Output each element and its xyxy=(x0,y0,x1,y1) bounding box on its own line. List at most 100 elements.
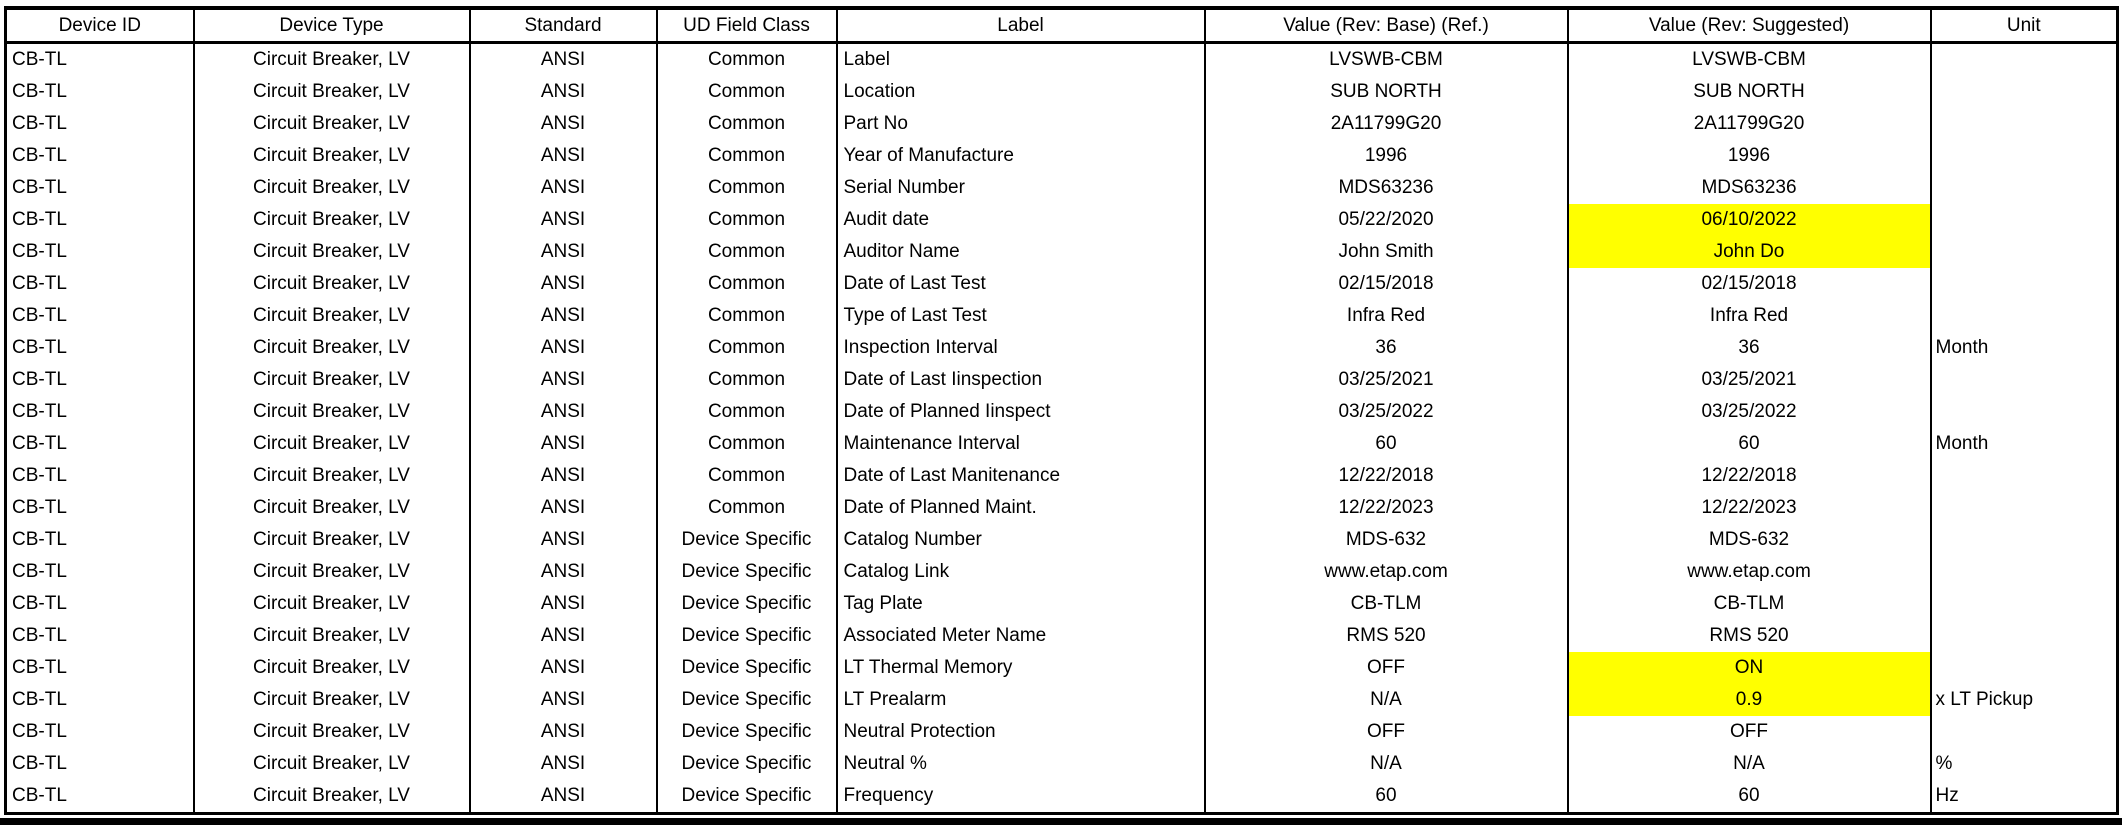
cell-ud-field-class: Device Specific xyxy=(655,588,838,620)
cell-device-type: Circuit Breaker, LV xyxy=(192,268,471,300)
col-header-device-id: Device ID xyxy=(4,8,195,44)
cell-value-base: N/A xyxy=(1203,684,1569,716)
col-header-label: Label xyxy=(835,8,1206,44)
cell-device-id: CB-TL xyxy=(4,492,195,524)
cell-unit xyxy=(1929,652,2119,684)
cell-label: Date of Planned Iinspect xyxy=(835,396,1206,428)
header-row: Device ID Device Type Standard UD Field … xyxy=(4,8,2119,44)
cell-device-id: CB-TL xyxy=(4,716,195,748)
cell-value-base: 05/22/2020 xyxy=(1203,204,1569,236)
cell-value-suggested: MDS-632 xyxy=(1566,524,1932,556)
cell-value-suggested: RMS 520 xyxy=(1566,620,1932,652)
cell-unit: Month xyxy=(1929,332,2119,364)
col-header-value-suggested: Value (Rev: Suggested) xyxy=(1566,8,1932,44)
cell-label: Neutral % xyxy=(835,748,1206,780)
cell-value-suggested: OFF xyxy=(1566,716,1932,748)
cell-ud-field-class: Common xyxy=(655,268,838,300)
cell-ud-field-class: Common xyxy=(655,42,838,76)
cell-ud-field-class: Common xyxy=(655,460,838,492)
cell-value-suggested-highlighted: 0.9 xyxy=(1566,684,1932,716)
cell-label: Catalog Link xyxy=(835,556,1206,588)
cell-ud-field-class: Device Specific xyxy=(655,524,838,556)
cell-unit xyxy=(1929,140,2119,172)
cell-standard: ANSI xyxy=(468,492,658,524)
col-header-device-type: Device Type xyxy=(192,8,471,44)
cell-unit: x LT Pickup xyxy=(1929,684,2119,716)
cell-device-id: CB-TL xyxy=(4,620,195,652)
cell-unit xyxy=(1929,108,2119,140)
table-row: CB-TL Circuit Breaker, LV ANSI Device Speci… xyxy=(4,716,2119,748)
cell-device-id: CB-TL xyxy=(4,524,195,556)
cell-ud-field-class: Common xyxy=(655,76,838,108)
cell-standard: ANSI xyxy=(468,780,658,814)
cell-label: Date of Last Test xyxy=(835,268,1206,300)
cell-standard: ANSI xyxy=(468,108,658,140)
cell-standard: ANSI xyxy=(468,748,658,780)
cell-device-id: CB-TL xyxy=(4,780,195,814)
cell-standard: ANSI xyxy=(468,364,658,396)
cell-ud-field-class: Common xyxy=(655,332,838,364)
cell-value-base: MDS63236 xyxy=(1203,172,1569,204)
cell-unit xyxy=(1929,42,2119,76)
cell-ud-field-class: Common xyxy=(655,300,838,332)
cell-device-id: CB-TL xyxy=(4,140,195,172)
table-row: CB-TL Circuit Breaker, LV ANSI Common Date o… xyxy=(4,492,2119,524)
cell-value-base: 12/22/2023 xyxy=(1203,492,1569,524)
cell-device-type: Circuit Breaker, LV xyxy=(192,396,471,428)
cell-standard: ANSI xyxy=(468,204,658,236)
cell-value-suggested: 36 xyxy=(1566,332,1932,364)
cell-device-type: Circuit Breaker, LV xyxy=(192,652,471,684)
cell-device-type: Circuit Breaker, LV xyxy=(192,748,471,780)
cell-device-id: CB-TL xyxy=(4,652,195,684)
cell-label: Part No xyxy=(835,108,1206,140)
table-row: CB-TL Circuit Breaker, LV ANSI Device Speci… xyxy=(4,652,2119,684)
cell-standard: ANSI xyxy=(468,76,658,108)
col-header-ud-field-class: UD Field Class xyxy=(655,8,838,44)
cell-ud-field-class: Common xyxy=(655,108,838,140)
cell-device-type: Circuit Breaker, LV xyxy=(192,588,471,620)
cell-standard: ANSI xyxy=(468,396,658,428)
table-row: CB-TL Circuit Breaker, LV ANSI Common Mainte… xyxy=(4,428,2119,460)
cell-device-type: Circuit Breaker, LV xyxy=(192,300,471,332)
cell-unit: % xyxy=(1929,748,2119,780)
cell-device-type: Circuit Breaker, LV xyxy=(192,524,471,556)
cell-unit xyxy=(1929,76,2119,108)
col-header-standard: Standard xyxy=(468,8,658,44)
cell-standard: ANSI xyxy=(468,428,658,460)
table-row: CB-TL Circuit Breaker, LV ANSI Common Audito… xyxy=(4,236,2119,268)
cell-label: Catalog Number xyxy=(835,524,1206,556)
cell-ud-field-class: Device Specific xyxy=(655,556,838,588)
cell-ud-field-class: Device Specific xyxy=(655,716,838,748)
cell-device-id: CB-TL xyxy=(4,42,195,76)
cell-label: Date of Last Manitenance xyxy=(835,460,1206,492)
cell-value-suggested: CB-TLM xyxy=(1566,588,1932,620)
cell-unit: Hz xyxy=(1929,780,2119,814)
cell-device-id: CB-TL xyxy=(4,588,195,620)
table-row: CB-TL Circuit Breaker, LV ANSI Common Serial… xyxy=(4,172,2119,204)
cell-unit xyxy=(1929,300,2119,332)
cell-label: Maintenance Interval xyxy=(835,428,1206,460)
cell-label: LT Prealarm xyxy=(835,684,1206,716)
cell-device-id: CB-TL xyxy=(4,428,195,460)
cell-unit xyxy=(1929,524,2119,556)
cell-label: LT Thermal Memory xyxy=(835,652,1206,684)
cell-device-type: Circuit Breaker, LV xyxy=(192,172,471,204)
cell-device-type: Circuit Breaker, LV xyxy=(192,140,471,172)
cell-device-id: CB-TL xyxy=(4,268,195,300)
cell-device-id: CB-TL xyxy=(4,396,195,428)
cell-label: Frequency xyxy=(835,780,1206,814)
device-audit-table: Device ID Device Type Standard UD Field … xyxy=(4,6,2119,815)
table-row: CB-TL Circuit Breaker, LV ANSI Device Speci… xyxy=(4,524,2119,556)
cell-standard: ANSI xyxy=(468,42,658,76)
cell-unit xyxy=(1929,588,2119,620)
table-row: CB-TL Circuit Breaker, LV ANSI Device Speci… xyxy=(4,588,2119,620)
cell-device-id: CB-TL xyxy=(4,76,195,108)
cell-standard: ANSI xyxy=(468,172,658,204)
cell-device-id: CB-TL xyxy=(4,204,195,236)
cell-value-base: SUB NORTH xyxy=(1203,76,1569,108)
cell-value-suggested-highlighted: ON xyxy=(1566,652,1932,684)
cell-value-suggested: N/A xyxy=(1566,748,1932,780)
cell-value-base: 12/22/2018 xyxy=(1203,460,1569,492)
cell-ud-field-class: Common xyxy=(655,396,838,428)
